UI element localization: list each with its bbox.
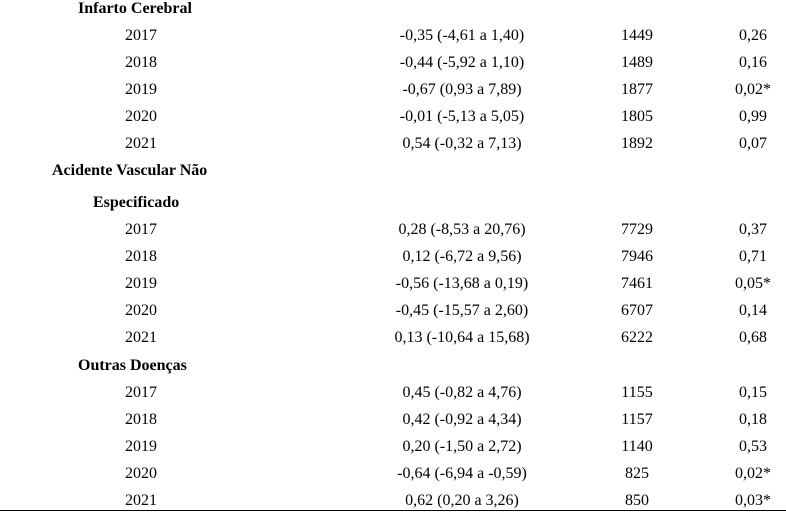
count-cell: 1489 bbox=[621, 54, 653, 71]
p-value-cell: 0,02* bbox=[735, 465, 771, 482]
p-value-cell: 0,14 bbox=[739, 302, 767, 319]
count-cell: 1140 bbox=[621, 438, 653, 455]
estimate-ci-cell: 0,42 (-0,92 a 4,34) bbox=[402, 411, 522, 428]
category-row: Infarto Cerebral bbox=[0, 0, 786, 22]
table-row: 2020 -0,64 (-6,94 a -0,59) 825 0,02* bbox=[0, 460, 786, 487]
table-row: 2020 -0,01 (-5,13 a 5,05) 1805 0,99 bbox=[0, 103, 786, 130]
estimate-ci-cell: -0,35 (-4,61 a 1,40) bbox=[399, 27, 525, 44]
table-row: 2018 0,12 (-6,72 a 9,56) 7946 0,71 bbox=[0, 243, 786, 270]
year-cell: 2017 bbox=[125, 27, 157, 44]
p-value-cell: 0,53 bbox=[739, 438, 767, 455]
estimate-ci-cell: 0,62 (0,20 a 3,26) bbox=[405, 492, 519, 509]
year-cell: 2018 bbox=[125, 411, 157, 428]
table-row: 2019 0,20 (-1,50 a 2,72) 1140 0,53 bbox=[0, 433, 786, 460]
year-cell: 2020 bbox=[125, 465, 157, 482]
count-cell: 6707 bbox=[621, 302, 653, 319]
estimate-ci-cell: 0,13 (-10,64 a 15,68) bbox=[394, 329, 530, 346]
count-cell: 1892 bbox=[621, 135, 653, 152]
table-row: 2020 -0,45 (-15,57 a 2,60) 6707 0,14 bbox=[0, 297, 786, 324]
estimate-ci-cell: -0,45 (-15,57 a 2,60) bbox=[395, 302, 529, 319]
p-value-cell: 0,02* bbox=[735, 81, 771, 98]
p-value-cell: 0,18 bbox=[739, 411, 767, 428]
year-cell: 2021 bbox=[125, 492, 157, 509]
year-cell: 2017 bbox=[125, 221, 157, 238]
p-value-cell: 0,03* bbox=[735, 492, 771, 509]
count-cell: 850 bbox=[625, 492, 649, 509]
table-row: 2021 0,54 (-0,32 a 7,13) 1892 0,07 bbox=[0, 130, 786, 157]
p-value-cell: 0,68 bbox=[739, 329, 767, 346]
count-cell: 7946 bbox=[621, 248, 653, 265]
table-row: 2017 0,45 (-0,82 a 4,76) 1155 0,15 bbox=[0, 379, 786, 406]
estimate-ci-cell: 0,54 (-0,32 a 7,13) bbox=[402, 135, 522, 152]
p-value-cell: 0,26 bbox=[739, 27, 767, 44]
category-label: Infarto Cerebral bbox=[78, 0, 192, 17]
year-cell: 2019 bbox=[125, 81, 157, 98]
p-value-cell: 0,15 bbox=[739, 384, 767, 401]
year-cell: 2018 bbox=[125, 248, 157, 265]
count-cell: 7461 bbox=[621, 275, 653, 292]
estimate-ci-cell: -0,67 (0,93 a 7,89) bbox=[402, 81, 522, 98]
year-cell: 2021 bbox=[125, 329, 157, 346]
table-row: 2021 0,13 (-10,64 a 15,68) 6222 0,68 bbox=[0, 324, 786, 351]
p-value-cell: 0,71 bbox=[739, 248, 767, 265]
year-cell: 2020 bbox=[125, 302, 157, 319]
year-cell: 2018 bbox=[125, 54, 157, 71]
estimate-ci-cell: 0,12 (-6,72 a 9,56) bbox=[402, 248, 522, 265]
p-value-cell: 0,16 bbox=[739, 54, 767, 71]
count-cell: 1877 bbox=[621, 81, 653, 98]
estimate-ci-cell: -0,44 (-5,92 a 1,10) bbox=[399, 54, 525, 71]
count-cell: 1805 bbox=[621, 108, 653, 125]
table-row: 2018 0,42 (-0,92 a 4,34) 1157 0,18 bbox=[0, 406, 786, 433]
count-cell: 1157 bbox=[621, 411, 653, 428]
table-bottom-rule bbox=[0, 510, 786, 511]
table-row: 2018 -0,44 (-5,92 a 1,10) 1489 0,16 bbox=[0, 49, 786, 76]
estimate-ci-cell: 0,45 (-0,82 a 4,76) bbox=[402, 384, 522, 401]
estimate-ci-cell: -0,64 (-6,94 a -0,59) bbox=[397, 465, 527, 482]
p-value-cell: 0,07 bbox=[739, 135, 767, 152]
count-cell: 825 bbox=[625, 465, 649, 482]
estimate-ci-cell: -0,56 (-13,68 a 0,19) bbox=[395, 275, 529, 292]
count-cell: 6222 bbox=[621, 329, 653, 346]
category-row: Especificado bbox=[0, 189, 786, 216]
estimate-ci-cell: -0,01 (-5,13 a 5,05) bbox=[399, 108, 525, 125]
p-value-cell: 0,05* bbox=[735, 275, 771, 292]
year-cell: 2017 bbox=[125, 384, 157, 401]
category-label: Outras Doenças bbox=[78, 357, 187, 374]
category-label: Especificado bbox=[93, 194, 180, 211]
p-value-cell: 0,37 bbox=[739, 221, 767, 238]
year-cell: 2019 bbox=[125, 275, 157, 292]
year-cell: 2021 bbox=[125, 135, 157, 152]
count-cell: 7729 bbox=[621, 221, 653, 238]
estimate-ci-cell: 0,28 (-8,53 a 20,76) bbox=[398, 221, 526, 238]
table-row: 2017 0,28 (-8,53 a 20,76) 7729 0,37 bbox=[0, 216, 786, 243]
table-row: 2019 -0,56 (-13,68 a 0,19) 7461 0,05* bbox=[0, 270, 786, 297]
table-row: 2019 -0,67 (0,93 a 7,89) 1877 0,02* bbox=[0, 76, 786, 103]
category-row: Acidente Vascular Não bbox=[0, 157, 786, 184]
p-value-cell: 0,99 bbox=[739, 108, 767, 125]
year-cell: 2020 bbox=[125, 108, 157, 125]
table-row: 2021 0,62 (0,20 a 3,26) 850 0,03* bbox=[0, 487, 786, 514]
count-cell: 1155 bbox=[621, 384, 653, 401]
table-row: 2017 -0,35 (-4,61 a 1,40) 1449 0,26 bbox=[0, 22, 786, 49]
category-row: Outras Doenças bbox=[0, 352, 786, 379]
estimate-ci-cell: 0,20 (-1,50 a 2,72) bbox=[402, 438, 522, 455]
category-label: Acidente Vascular Não bbox=[52, 162, 208, 179]
count-cell: 1449 bbox=[621, 27, 653, 44]
year-cell: 2019 bbox=[125, 438, 157, 455]
